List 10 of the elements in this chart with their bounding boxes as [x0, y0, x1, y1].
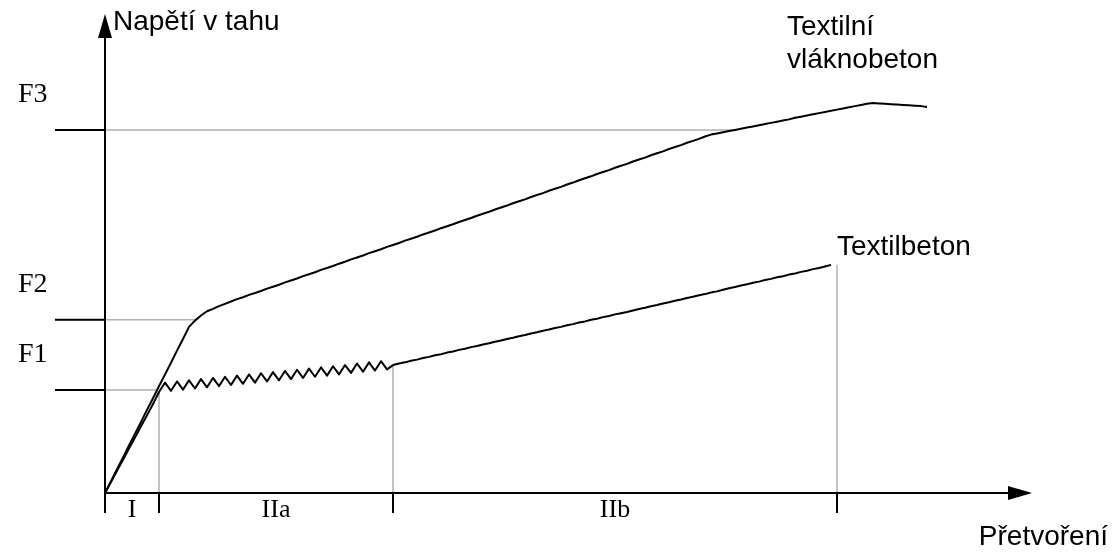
ref-line-label: F2 [18, 266, 48, 298]
ref-line-label: F1 [18, 337, 48, 369]
text: IIb [599, 494, 631, 523]
series-label: Textilní vláknobeton [787, 9, 939, 74]
ref-line-label: F3 [18, 76, 48, 108]
text: IIa [261, 494, 291, 523]
x-axis-title: Přetvoření [978, 520, 1109, 551]
series-label: Textilbeton [837, 229, 971, 261]
y-axis-title: Napětí v tahu [113, 5, 280, 36]
text: I [127, 494, 137, 523]
